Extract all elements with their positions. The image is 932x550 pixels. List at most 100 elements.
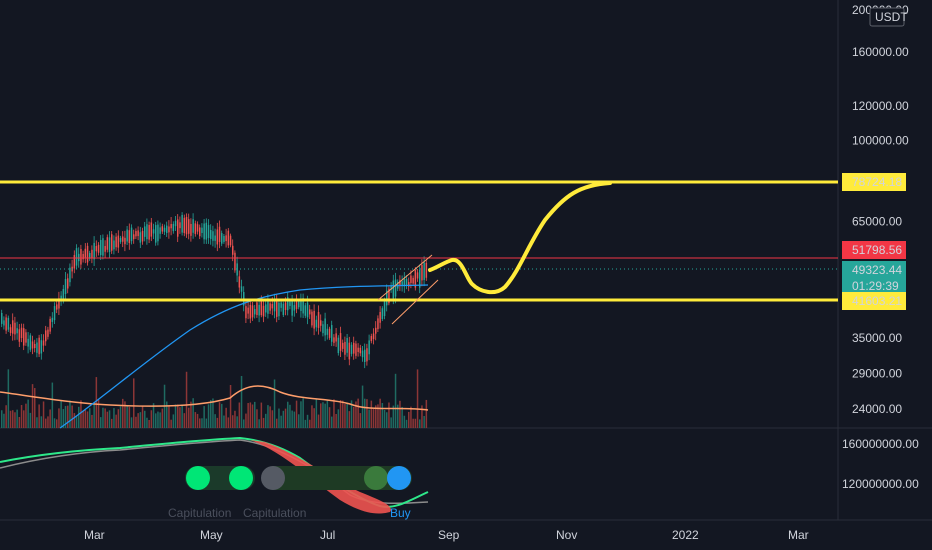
volume-bar	[69, 400, 71, 428]
indicator-axis-tick: 120000000.00	[842, 477, 919, 491]
candle-body	[192, 219, 194, 233]
candle-body	[212, 231, 214, 241]
volume-bar	[62, 409, 65, 428]
candle-body	[381, 308, 384, 319]
candle-body	[5, 317, 7, 331]
candle-body	[207, 225, 210, 238]
volume-bar	[386, 412, 388, 428]
volume-bar	[212, 398, 214, 428]
candle-body	[53, 306, 56, 321]
candle-body	[56, 304, 58, 310]
candle-body	[399, 280, 401, 286]
candle-body	[38, 337, 40, 355]
volume-bar	[53, 418, 56, 428]
volume-bar	[58, 408, 60, 428]
volume-bar	[73, 413, 76, 428]
volume-bar	[339, 399, 342, 428]
candle-body	[183, 217, 186, 233]
candle-body	[370, 336, 373, 342]
volume-bar	[84, 409, 87, 428]
time-axis[interactable]: Mar May Jul Sep Nov 2022 Mar	[84, 528, 809, 542]
volume-bar	[289, 404, 291, 428]
candle-body	[27, 338, 29, 347]
candle-body	[104, 246, 106, 252]
candle-body	[196, 224, 199, 232]
volume-bar	[172, 414, 175, 428]
volume-bar	[128, 406, 131, 428]
volume-bar	[342, 400, 344, 428]
volume-bar	[298, 414, 300, 428]
resistance-badge	[842, 241, 906, 259]
candle-body	[278, 302, 280, 317]
volume-bar	[20, 405, 23, 428]
volume-bar	[381, 403, 384, 428]
candle-body	[410, 275, 412, 283]
volume-bar	[89, 408, 91, 428]
candle-body	[229, 235, 232, 246]
candle-body	[218, 226, 221, 242]
volume-bar	[383, 409, 386, 428]
volume-bar	[225, 407, 227, 428]
currency-badge-label: USDT	[875, 10, 908, 24]
volume-bar	[366, 399, 368, 428]
volume-bar	[203, 406, 205, 428]
volume-bar	[216, 417, 219, 428]
volume-bar	[388, 402, 390, 428]
volume-bar	[60, 400, 62, 428]
candle-body	[357, 347, 359, 352]
volume-bar	[273, 379, 276, 428]
volume-bar	[183, 413, 186, 428]
candle-body	[155, 225, 157, 243]
volume-bar	[364, 398, 366, 428]
candle-body	[194, 223, 197, 234]
volume-bar	[148, 419, 150, 428]
candle-body	[331, 325, 333, 342]
volume-bar	[269, 406, 271, 428]
candle-body	[111, 234, 113, 251]
candle-body	[355, 343, 357, 356]
candle-body	[210, 229, 212, 239]
candle-body	[84, 248, 87, 258]
candle-body	[353, 342, 355, 354]
price-axis-tick: 160000.00	[852, 45, 909, 59]
candle-body	[375, 327, 377, 334]
candle-body	[337, 337, 340, 354]
candle-body	[78, 253, 80, 262]
candle-body	[293, 305, 296, 311]
volume-bar	[49, 409, 51, 428]
candle-body	[348, 342, 351, 360]
volume-bar	[412, 418, 414, 428]
volume-bar	[168, 405, 170, 428]
volume-bar	[350, 400, 353, 428]
candle-body	[359, 347, 362, 354]
volume-bar	[265, 413, 267, 428]
candle-body	[403, 278, 406, 287]
candle-body	[306, 302, 309, 318]
volume-bar	[141, 406, 144, 428]
candle-body	[254, 309, 256, 315]
candle-body	[315, 319, 318, 328]
candle-body	[130, 227, 133, 242]
signal-dot	[387, 466, 411, 490]
volume-bar	[179, 407, 181, 428]
candle-body	[179, 222, 181, 229]
candle-body	[421, 264, 423, 281]
volume-bar	[392, 405, 395, 428]
candle-body	[394, 279, 397, 297]
candle-body	[388, 288, 390, 304]
candle-body	[223, 236, 225, 242]
volume-bar	[194, 412, 197, 428]
candle-body	[31, 341, 34, 349]
volume-bar	[232, 415, 234, 428]
volume-bar	[199, 418, 201, 428]
candle-body	[390, 285, 392, 290]
volume-bar	[355, 401, 357, 428]
candle-body	[289, 301, 291, 307]
currency-badge[interactable]	[869, 7, 905, 27]
candle-body	[159, 227, 161, 234]
volume-bar	[271, 410, 274, 428]
candle-body	[199, 227, 201, 237]
volume-bar	[5, 405, 7, 428]
volume-bar	[370, 400, 373, 428]
